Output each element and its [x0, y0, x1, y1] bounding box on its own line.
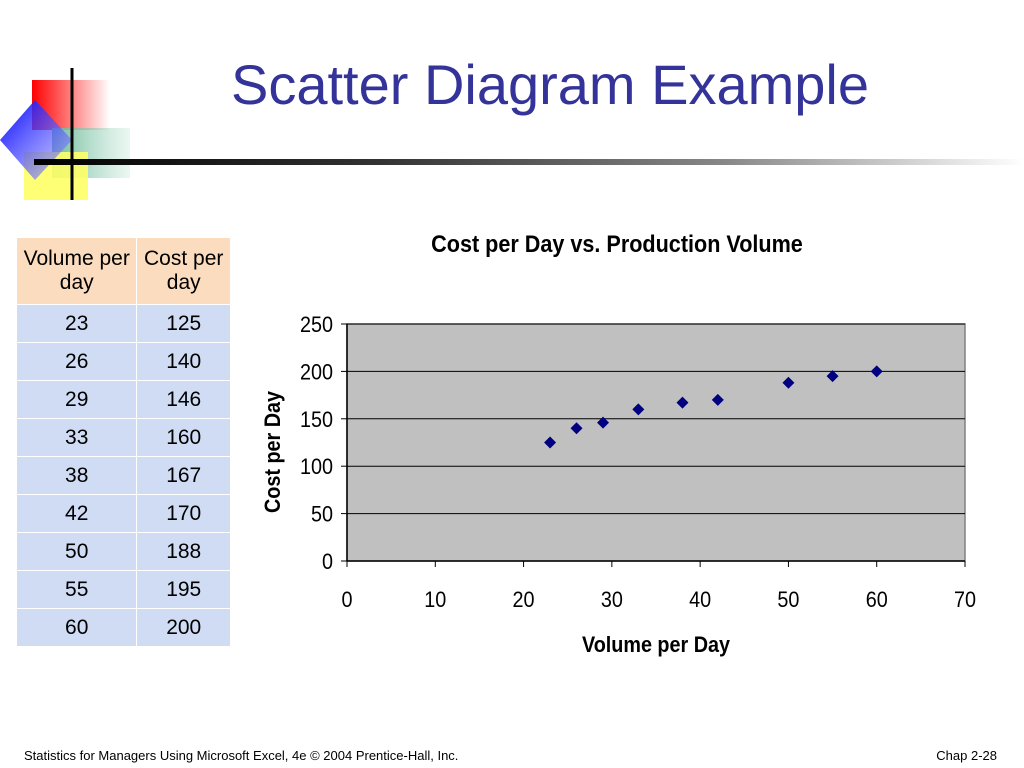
chart-title: Cost per Day vs. Production Volume — [431, 230, 803, 257]
x-tick-label: 10 — [424, 588, 446, 612]
y-tick-label: 250 — [300, 313, 333, 337]
y-tick-label: 0 — [322, 550, 333, 574]
axes — [341, 323, 966, 567]
scatter-chart: Cost per Day vs. Production Volume 0 50 10… — [261, 230, 976, 657]
volume-cell: 55 — [17, 570, 138, 609]
cost-cell: 170 — [136, 494, 230, 533]
volume-cell: 50 — [17, 532, 138, 571]
cost-cell: 167 — [136, 456, 230, 495]
data-point — [676, 396, 689, 409]
cost-cell: 146 — [136, 380, 230, 419]
data-table: Volume per day Cost per day 23 125 26 140 … — [17, 238, 230, 646]
data-point — [597, 416, 610, 429]
plot-area — [346, 323, 966, 562]
table-row: 26 140 — [17, 342, 230, 381]
table-header-row: Volume per day Cost per day — [17, 238, 230, 305]
table-row: 38 167 — [17, 456, 230, 495]
table-row: 29 146 — [17, 380, 230, 419]
x-tick-label: 60 — [866, 588, 888, 612]
data-point — [782, 376, 795, 389]
footer-citation: Statistics for Managers Using Microsoft … — [24, 748, 459, 763]
y-tick-label: 50 — [311, 503, 333, 527]
volume-cell: 42 — [17, 494, 138, 533]
cost-cell: 200 — [136, 608, 230, 646]
title-underline — [34, 159, 1024, 165]
y-axis-label: Cost per Day — [261, 391, 285, 513]
table-header-cost: Cost per day — [136, 238, 230, 305]
x-tick-label: 70 — [954, 588, 976, 612]
data-point — [570, 422, 583, 435]
x-tick-labels: 0 10 20 30 40 50 60 70 — [341, 588, 976, 612]
data-point — [870, 365, 883, 378]
table-row: 55 195 — [17, 570, 230, 609]
footer-chapter: Chap 2-28 — [936, 748, 997, 763]
data-point — [826, 370, 839, 383]
data-points — [544, 365, 883, 449]
volume-cell: 60 — [17, 608, 138, 646]
table-header-volume: Volume per day — [17, 238, 138, 305]
table-row: 60 200 — [17, 608, 230, 646]
volume-cell: 23 — [17, 304, 138, 343]
y-tick-label: 150 — [300, 408, 333, 432]
cost-cell: 125 — [136, 304, 230, 343]
cost-cell: 160 — [136, 418, 230, 457]
slide-title: Scatter Diagram Example — [230, 53, 869, 116]
cost-cell: 188 — [136, 532, 230, 571]
x-tick-label: 0 — [341, 588, 352, 612]
decorative-logo — [0, 68, 140, 200]
x-tick-label: 50 — [777, 588, 799, 612]
x-axis-label: Volume per Day — [582, 633, 730, 657]
table-row: 50 188 — [17, 532, 230, 571]
volume-cell: 29 — [17, 380, 138, 419]
volume-cell: 38 — [17, 456, 138, 495]
cost-cell: 195 — [136, 570, 230, 609]
table-row: 33 160 — [17, 418, 230, 457]
y-tick-label: 200 — [300, 360, 333, 384]
x-tick-label: 40 — [689, 588, 711, 612]
data-point — [632, 403, 645, 416]
y-tick-labels: 0 50 100 150 200 250 — [300, 313, 333, 574]
y-tick-label: 100 — [300, 455, 333, 479]
x-tick-label: 30 — [601, 588, 623, 612]
gridlines — [347, 323, 965, 515]
volume-cell: 33 — [17, 418, 138, 457]
data-point — [711, 393, 724, 406]
cost-cell: 140 — [136, 342, 230, 381]
table-row: 23 125 — [17, 304, 230, 343]
volume-cell: 26 — [17, 342, 138, 381]
table-row: 42 170 — [17, 494, 230, 533]
x-tick-label: 20 — [513, 588, 535, 612]
data-point — [544, 436, 557, 449]
